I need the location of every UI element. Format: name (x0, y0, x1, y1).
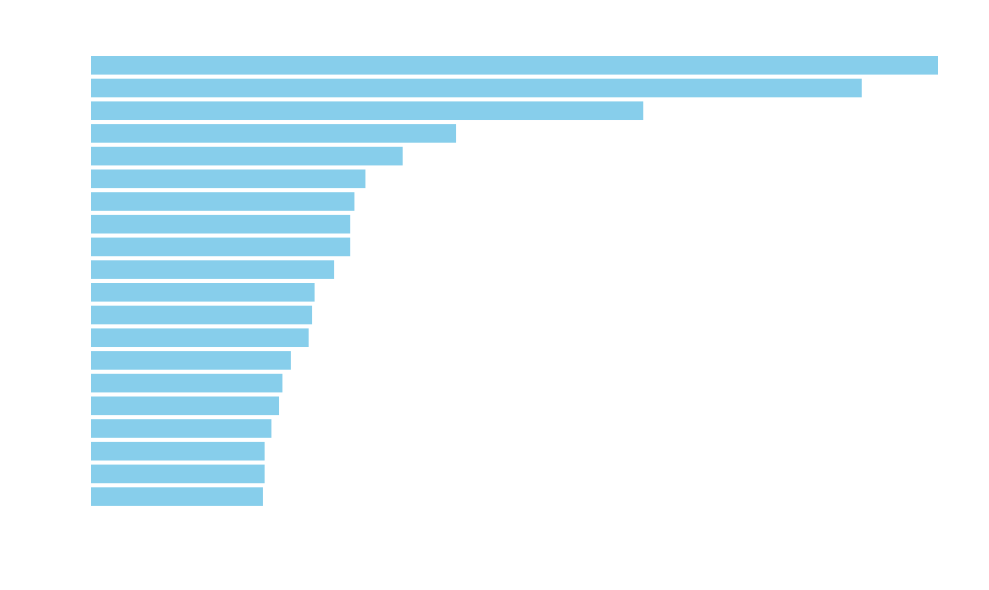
bar-13 (91, 328, 309, 348)
bar-4 (91, 124, 457, 143)
bar-12 (91, 305, 313, 325)
bar-15 (91, 373, 283, 393)
bar-5 (91, 146, 403, 166)
bar-20 (91, 487, 263, 506)
bar-3 (91, 101, 644, 121)
bar-17 (91, 419, 272, 438)
bar-1 (91, 56, 938, 75)
bar-19 (91, 464, 265, 484)
bar-9 (91, 237, 351, 257)
bar-6 (91, 169, 366, 189)
bar-18 (91, 441, 265, 461)
bar-10 (91, 260, 335, 279)
bar-11 (91, 283, 315, 302)
bar-7 (91, 192, 355, 211)
bar-2 (91, 78, 862, 98)
bar-8 (91, 214, 351, 234)
bars-group (91, 56, 938, 506)
bar-16 (91, 396, 280, 416)
bar-14 (91, 351, 291, 370)
